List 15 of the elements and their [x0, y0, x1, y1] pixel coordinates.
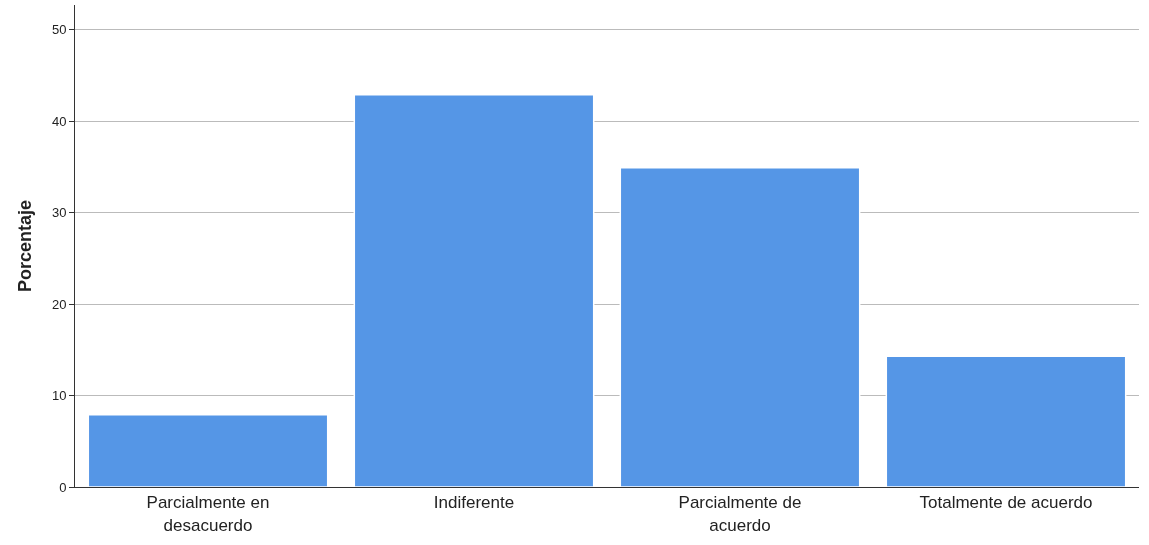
bar: [87, 414, 329, 487]
bar: [619, 167, 861, 487]
bar: [885, 355, 1127, 487]
x-tick-label: Totalmente de acuerdo: [919, 493, 1093, 513]
y-tick-label: 20: [51, 296, 67, 312]
y-axis-title: Porcentaje: [15, 199, 36, 293]
x-tick-label: Parcialmente de acuerdo: [678, 493, 802, 535]
y-tick-label: 30: [51, 205, 67, 221]
y-tick-label: 10: [51, 388, 67, 404]
y-tick-label: 0: [59, 479, 67, 495]
x-tick-label: Indiferente: [433, 493, 515, 513]
y-tick-label: 50: [51, 22, 67, 38]
bar: [353, 93, 595, 487]
y-tick-label: 40: [51, 113, 67, 129]
x-tick-label: Parcialmente en desacuerdo: [146, 493, 270, 535]
